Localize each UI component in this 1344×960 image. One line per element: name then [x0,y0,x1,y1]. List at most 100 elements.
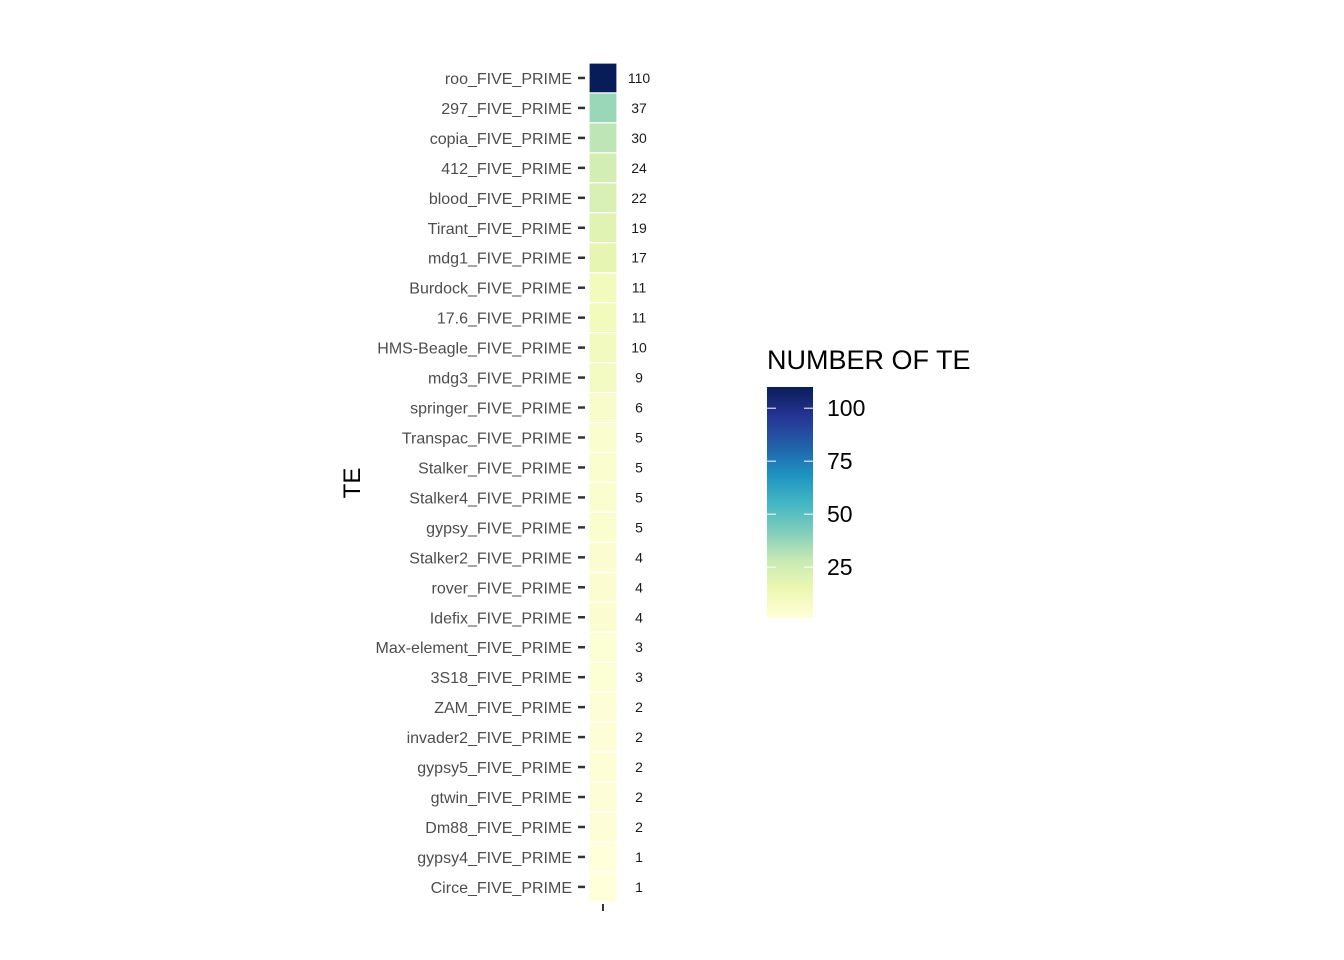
value-label: 9 [635,370,643,386]
value-label: 11 [632,310,647,326]
row-label: gypsy4_FIVE_PRIME [417,850,572,867]
value-label: 4 [635,609,643,625]
row-label: 3S18_FIVE_PRIME [431,670,572,687]
heatmap-row: Stalker_FIVE_PRIME 5 [418,451,643,484]
heatmap-row: gtwin_FIVE_PRIME 2 [431,781,643,813]
heatmap-row: invader2_FIVE_PRIME 2 [407,721,643,753]
heatmap-row: Stalker2_FIVE_PRIME 4 [409,541,643,573]
value-label: 30 [631,130,647,146]
legend-tick-label: 25 [827,554,853,580]
legend-tick-label: 75 [827,448,853,474]
heatmap-row: copia_FIVE_PRIME 30 [430,122,647,154]
heatmap-row: Stalker4_FIVE_PRIME 5 [409,481,643,514]
row-label: roo_FIVE_PRIME [445,71,572,88]
row-label: gtwin_FIVE_PRIME [431,790,572,807]
heatmap-row: rover_FIVE_PRIME 4 [432,571,643,603]
value-label: 2 [635,819,643,835]
heatmap-row: gypsy4_FIVE_PRIME 1 [417,841,643,873]
row-label: 412_FIVE_PRIME [441,161,572,178]
heatmap-tile [588,242,618,274]
value-label: 1 [635,879,643,895]
value-label: 4 [635,549,643,565]
value-label: 1 [635,849,643,865]
row-label: mdg1_FIVE_PRIME [428,251,572,268]
legend-ticks: 25 50 75 100 [767,395,865,580]
heatmap-tile [588,781,618,813]
row-label: Idefix_FIVE_PRIME [430,610,572,627]
heatmap-tile [588,661,618,693]
heatmap-tile [588,391,618,424]
value-label: 19 [631,220,647,236]
heatmap-tile [588,272,618,304]
heatmap-tile [588,182,618,214]
heatmap-row: Burdock_FIVE_PRIME 11 [409,272,646,304]
heatmap-tile [588,332,618,364]
row-label: HMS-Beagle_FIVE_PRIME [377,341,572,358]
row-label: copia_FIVE_PRIME [430,131,572,148]
heatmap-row: blood_FIVE_PRIME 22 [429,182,647,214]
heatmap-row: HMS-Beagle_FIVE_PRIME 10 [377,332,647,364]
row-label: Stalker_FIVE_PRIME [418,460,572,477]
heatmap-row: mdg3_FIVE_PRIME 9 [428,362,643,394]
row-label: ZAM_FIVE_PRIME [434,700,572,717]
value-label: 10 [631,340,647,356]
heatmap-tile [588,751,618,783]
value-label: 3 [635,669,643,685]
row-label: Stalker2_FIVE_PRIME [409,550,572,567]
heatmap-tile [588,421,618,454]
heatmap-tile [588,571,618,603]
heatmap-row: gypsy5_FIVE_PRIME 2 [417,751,643,783]
heatmap-row: gypsy_FIVE_PRIME 5 [426,511,643,543]
heatmap-tile [588,691,618,723]
value-label: 22 [631,190,647,206]
row-label: mdg3_FIVE_PRIME [428,371,572,388]
row-label: Stalker4_FIVE_PRIME [409,490,572,507]
heatmap-tile [588,152,618,184]
heatmap-tile [588,601,618,633]
heatmap-row: 17.6_FIVE_PRIME 11 [437,302,647,334]
value-label: 5 [635,519,643,535]
legend-tick-label: 50 [827,501,853,527]
heatmap-row: Max-element_FIVE_PRIME 3 [375,631,643,663]
heatmap-tile [588,62,618,94]
row-label: 297_FIVE_PRIME [441,101,572,118]
heatmap-tile [588,541,618,573]
value-label: 24 [631,160,647,176]
y-axis-title: TE [339,468,366,499]
value-label: 110 [628,70,651,86]
value-label: 5 [635,459,643,475]
row-label: rover_FIVE_PRIME [432,580,572,597]
legend-colorbar [767,387,813,618]
heatmap-tile [588,721,618,753]
row-label: Circe_FIVE_PRIME [431,880,572,897]
heatmap-tile [588,871,618,903]
row-label: invader2_FIVE_PRIME [407,730,572,747]
row-label: blood_FIVE_PRIME [429,191,572,208]
row-label: springer_FIVE_PRIME [410,401,572,418]
heatmap-tile [588,362,618,394]
heatmap-tile [588,811,618,843]
value-label: 17 [631,250,647,266]
row-label: Tirant_FIVE_PRIME [428,221,572,238]
heatmap-tile [588,481,618,514]
heatmap-row: 297_FIVE_PRIME 37 [441,92,647,124]
heatmap-row: springer_FIVE_PRIME 6 [410,391,643,424]
heatmap-row: ZAM_FIVE_PRIME 2 [434,691,643,723]
row-label: gypsy_FIVE_PRIME [426,520,572,537]
row-label: 17.6_FIVE_PRIME [437,311,572,328]
value-label: 2 [635,789,643,805]
heatmap-row: roo_FIVE_PRIME 110 [445,62,651,94]
value-label: 3 [635,639,643,655]
heatmap-tile [588,451,618,484]
value-label: 37 [631,100,647,116]
row-label: Burdock_FIVE_PRIME [409,281,572,298]
row-label: Max-element_FIVE_PRIME [375,640,572,657]
heatmap-tile [588,212,618,244]
value-label: 2 [635,699,643,715]
heatmap-tile [588,302,618,334]
heatmap-row: 412_FIVE_PRIME 24 [441,152,647,184]
heatmap-row: mdg1_FIVE_PRIME 17 [428,242,647,274]
heatmap-tile [588,631,618,663]
heatmap-row: Dm88_FIVE_PRIME 2 [425,811,643,843]
